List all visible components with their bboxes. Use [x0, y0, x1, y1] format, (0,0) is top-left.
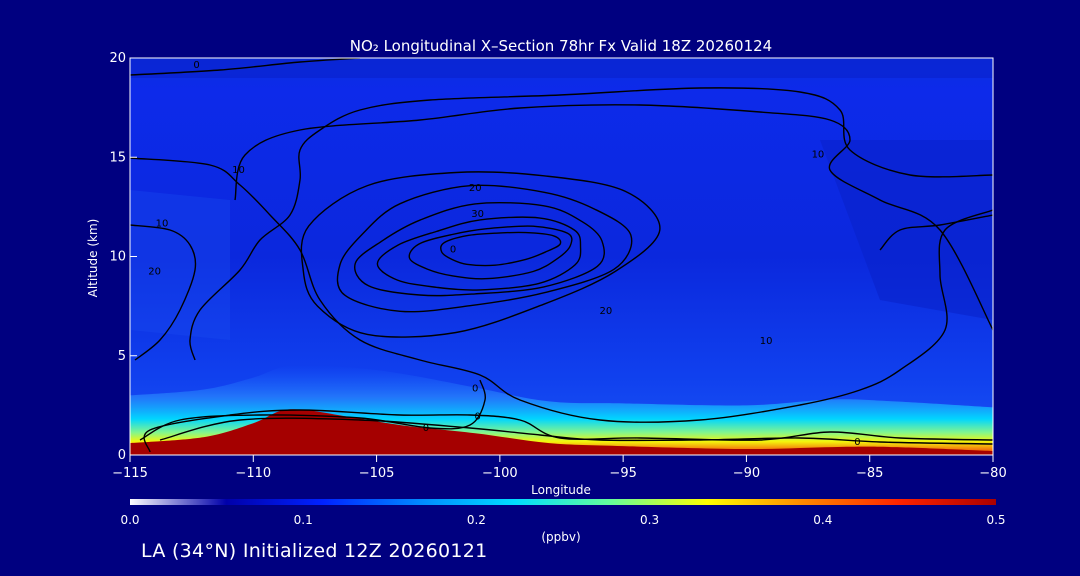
- contour-line: [189, 87, 993, 361]
- x-axis-label: Longitude: [531, 483, 591, 497]
- x-tick-label: −90: [733, 466, 760, 481]
- contour-ring: [376, 216, 582, 291]
- contour-line: [234, 104, 993, 331]
- y-tick-label: 20: [109, 51, 126, 66]
- contour-ring: [354, 201, 605, 297]
- contour-label: 20: [600, 306, 613, 317]
- x-axis: −115 −110 −105 −100 −95 −90 −85 −80: [112, 455, 1007, 481]
- colorbar-tick-label: 0.2: [467, 513, 486, 527]
- contour-line: [159, 417, 993, 445]
- contour-label: 0: [472, 383, 478, 394]
- x-tick-label: −105: [359, 466, 395, 481]
- x-tick-label: −85: [856, 466, 883, 481]
- terrain-high-no2: [130, 409, 993, 455]
- chart-title: NO₂ Longitudinal X–Section 78hr Fx Valid…: [350, 37, 772, 55]
- x-tick-label: −80: [979, 466, 1006, 481]
- x-tick-label: −100: [482, 466, 518, 481]
- contour-label: 10: [812, 149, 825, 160]
- colorbar-tick-label: 0.3: [640, 513, 659, 527]
- x-tick-label: −110: [235, 466, 271, 481]
- contour-label: 10: [760, 336, 773, 347]
- plume-west: [130, 190, 230, 340]
- y-axis-label: Altitude (km): [86, 219, 100, 298]
- contour-ring: [408, 225, 573, 280]
- contour-line: [130, 58, 361, 76]
- contour-labels: 0 10 10 20 20 30 0 10 20 10 0 0 0 0: [148, 60, 860, 448]
- colorbar-label: (ppbv): [541, 530, 580, 544]
- plot-area: 0 10 10 20 20 30 0 10 20 10 0 0 0 0: [130, 58, 993, 455]
- contour-line: [143, 409, 993, 453]
- y-tick-label: 0: [118, 448, 126, 463]
- y-tick-label: 15: [109, 150, 126, 165]
- contour-lines: [130, 58, 993, 453]
- contour-label: 20: [148, 266, 161, 277]
- colorbar-tick-label: 0.0: [120, 513, 139, 527]
- contour-label: 0: [450, 245, 456, 256]
- x-tick-label: −115: [112, 466, 148, 481]
- contour-label: 0: [854, 437, 860, 448]
- contour-ring: [300, 171, 661, 338]
- colorbar: [130, 499, 996, 505]
- colorbar-tick-label: 0.4: [813, 513, 832, 527]
- y-tick-label: 5: [118, 349, 126, 364]
- y-axis: 0 5 10 15 20: [109, 51, 137, 463]
- plume-east: [820, 140, 993, 320]
- contour-line: [130, 224, 197, 361]
- x-tick-label: −95: [609, 466, 636, 481]
- contour-label: 0: [193, 60, 199, 71]
- contour-ring: [440, 231, 562, 267]
- colorbar-tick-label: 0.5: [986, 513, 1005, 527]
- contour-label: 20: [469, 183, 482, 194]
- initialization-caption: LA (34°N) Initialized 12Z 20260121: [141, 540, 488, 562]
- colorbar-ticks: 0.0 0.1 0.2 0.3 0.4 0.5: [120, 513, 1005, 527]
- upper-band: [130, 58, 993, 78]
- contour-label: 0: [474, 411, 480, 422]
- contour-label: 30: [471, 209, 484, 220]
- contour-label: 10: [232, 165, 245, 176]
- contour-line: [879, 214, 993, 251]
- contour-ring: [336, 184, 633, 313]
- y-tick-label: 10: [109, 250, 126, 265]
- contour-label: 0: [423, 423, 429, 434]
- contour-line: [130, 157, 993, 423]
- contour-label: 10: [156, 219, 169, 230]
- colorbar-tick-label: 0.1: [294, 513, 313, 527]
